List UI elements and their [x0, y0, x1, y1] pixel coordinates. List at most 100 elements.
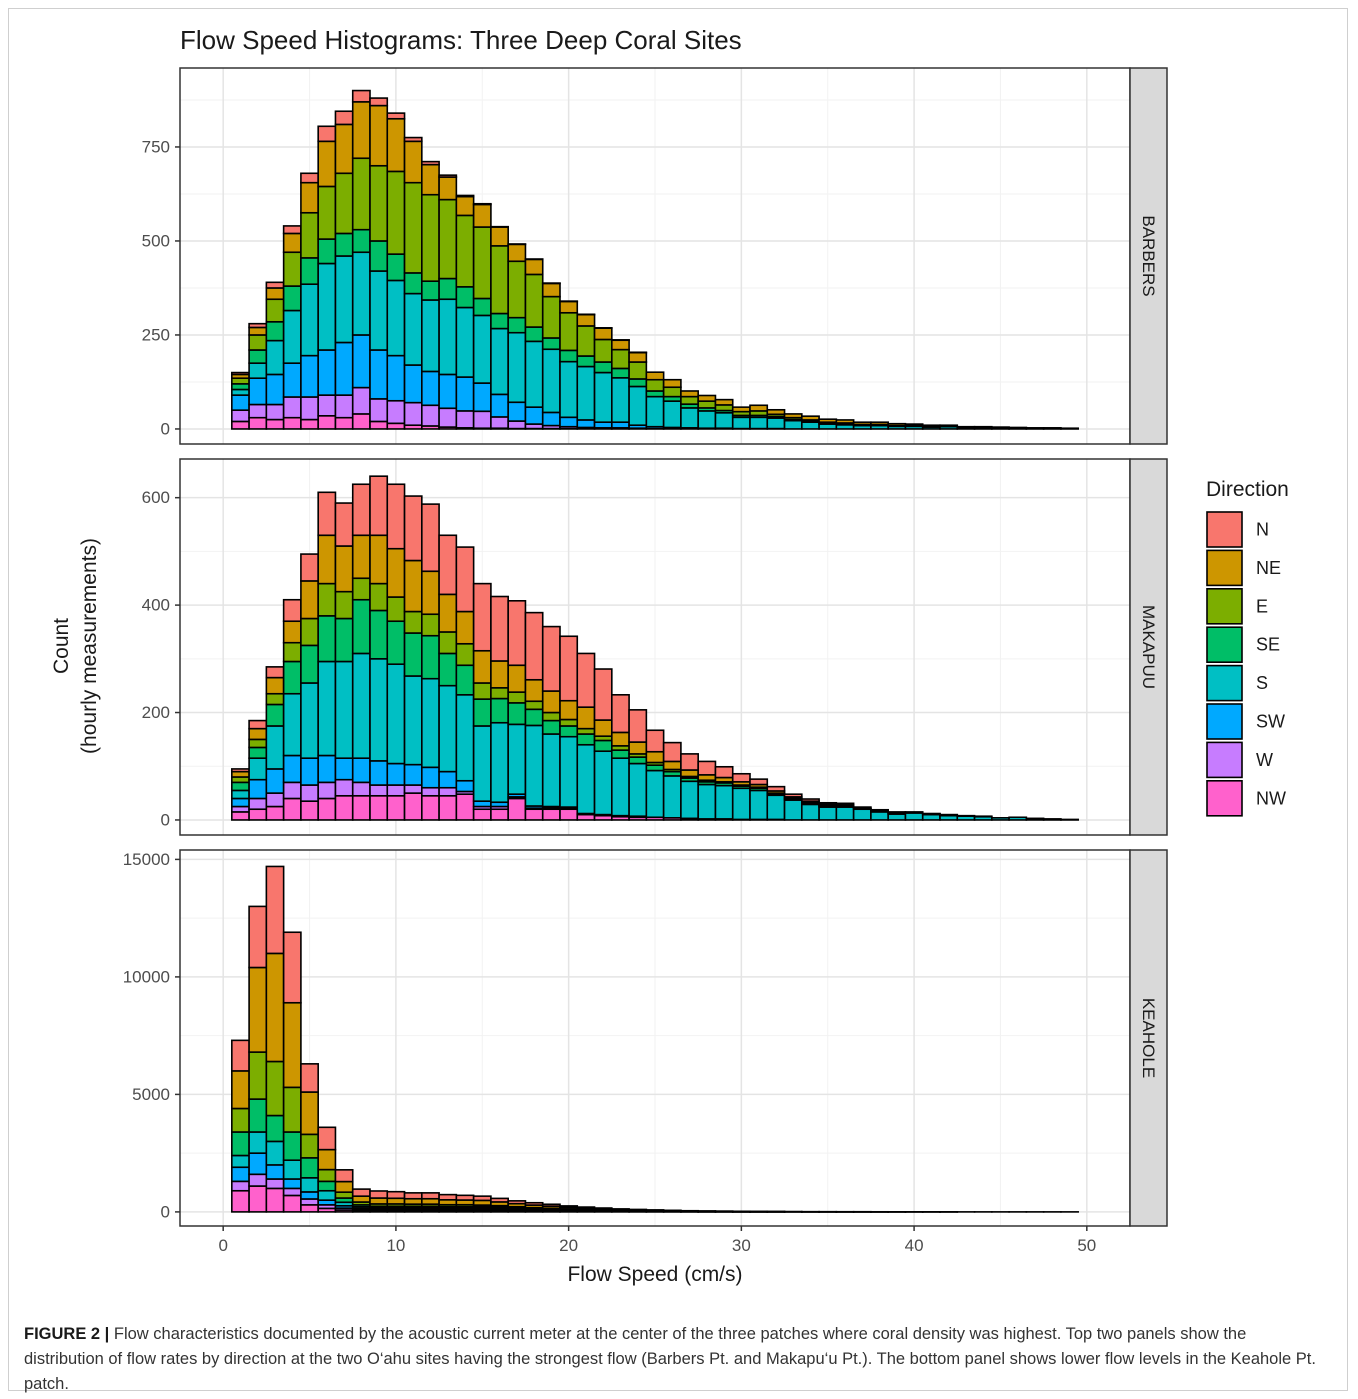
- bar-ne-keahole: [300, 1091, 319, 1136]
- bar-e-makapuu: [386, 596, 406, 623]
- bar-e-barbers: [421, 193, 440, 282]
- bar-n-makapuu: [386, 483, 406, 550]
- bar-nw-keahole: [300, 1204, 319, 1213]
- bar-e-makapuu: [472, 682, 492, 700]
- bar-n-barbers: [455, 194, 475, 198]
- bar-se-makapuu: [490, 697, 509, 724]
- bar-w-makapuu: [421, 786, 440, 797]
- legend-label-w: W: [1256, 750, 1273, 770]
- bar-e-barbers: [248, 334, 268, 351]
- bar-w-barbers: [369, 398, 389, 423]
- bar-w-makapuu: [317, 781, 337, 800]
- bar-s-makapuu: [490, 721, 509, 804]
- bar-ne-keahole: [282, 1001, 302, 1089]
- bar-sw-makapuu: [282, 754, 302, 784]
- bar-sw-barbers: [611, 421, 630, 429]
- figure-frame: [8, 8, 1348, 1391]
- bar-n-barbers: [248, 322, 268, 329]
- bar-s-barbers: [628, 385, 648, 426]
- bar-ne-makapuu: [662, 760, 682, 771]
- bar-nw-makapuu: [490, 808, 509, 821]
- bar-e-barbers: [593, 338, 613, 363]
- bar-ne-barbers: [438, 176, 458, 201]
- bar-n-makapuu: [248, 719, 268, 730]
- bar-n-barbers: [351, 89, 371, 103]
- bar-e-makapuu: [524, 700, 544, 711]
- bar-w-barbers: [317, 394, 337, 417]
- bar-ne-makapuu: [438, 593, 458, 633]
- bar-s-barbers: [490, 327, 509, 396]
- bar-n-barbers: [369, 97, 389, 107]
- bar-se-barbers: [403, 272, 423, 295]
- bar-sw-makapuu: [248, 778, 268, 800]
- bar-e-barbers: [403, 181, 423, 274]
- legend-key-w: [1206, 741, 1243, 779]
- bar-se-makapuu: [351, 598, 371, 655]
- bar-ne-barbers: [835, 419, 855, 424]
- bar-s-barbers: [403, 292, 423, 366]
- bar-s-makapuu: [541, 733, 561, 808]
- bar-se-makapuu: [386, 620, 406, 665]
- bar-n-barbers: [421, 160, 440, 166]
- bar-ne-makapuu: [524, 678, 544, 703]
- bar-s-makapuu: [472, 725, 492, 802]
- bar-ne-barbers: [887, 422, 907, 427]
- bar-e-keahole: [334, 1191, 354, 1199]
- bar-n-barbers: [317, 125, 337, 143]
- bar-s-keahole: [300, 1177, 319, 1193]
- bar-s-barbers: [421, 299, 440, 373]
- legend: Direction N NE E SE S SW W NW: [1206, 478, 1289, 817]
- bar-s-barbers: [611, 377, 630, 423]
- bar-ne-barbers: [593, 327, 613, 341]
- x-tick-label: 50: [1077, 1236, 1096, 1255]
- bar-s-makapuu: [231, 789, 250, 800]
- bar-se-keahole: [317, 1180, 337, 1192]
- bar-sw-makapuu: [265, 768, 285, 794]
- y-tick-label: 0: [161, 1202, 170, 1221]
- bar-w-makapuu: [351, 781, 371, 797]
- bar-se-barbers: [559, 349, 579, 363]
- bar-e-barbers: [611, 348, 630, 370]
- bar-se-barbers: [317, 238, 337, 265]
- bar-n-makapuu: [904, 811, 924, 814]
- bar-e-barbers: [265, 298, 285, 323]
- bar-e-makapuu: [317, 582, 337, 617]
- bar-ne-keahole: [317, 1148, 337, 1171]
- bar-ne-makapuu: [300, 580, 319, 620]
- bar-ne-barbers: [766, 408, 786, 416]
- bar-ne-barbers: [403, 140, 423, 184]
- bar-ne-barbers: [801, 415, 820, 421]
- bar-nw-makapuu: [351, 794, 371, 821]
- bar-nw-makapuu: [386, 794, 406, 821]
- bar-sw-makapuu: [386, 762, 406, 786]
- bar-nw-makapuu: [576, 813, 596, 821]
- bar-sw-barbers: [490, 393, 509, 418]
- bar-n-barbers: [438, 174, 458, 178]
- bar-s-barbers: [351, 251, 371, 336]
- bar-e-makapuu: [248, 738, 268, 749]
- y-axis-label-line-1: Count: [50, 618, 73, 674]
- bar-nw-barbers: [317, 414, 337, 430]
- bar-n-keahole: [421, 1192, 440, 1200]
- bar-s-makapuu: [611, 757, 630, 817]
- x-tick-label: 20: [559, 1236, 578, 1255]
- bar-n-keahole: [541, 1203, 561, 1207]
- bar-e-makapuu: [300, 617, 319, 647]
- y-tick-label: 5000: [132, 1085, 170, 1104]
- y-tick-label: 600: [142, 488, 170, 507]
- bar-s-barbers: [697, 410, 717, 430]
- bar-n-makapuu: [507, 600, 527, 667]
- bar-e-keahole: [282, 1086, 302, 1133]
- bar-ne-makapuu: [576, 706, 596, 730]
- bar-ne-makapuu: [541, 690, 561, 714]
- bar-e-makapuu: [265, 692, 285, 706]
- bar-ne-barbers: [973, 425, 993, 429]
- facet-strip: [1129, 67, 1168, 445]
- facet-strip-label: MAKAPUU: [1139, 605, 1158, 689]
- x-tick-label: 0: [218, 1236, 227, 1255]
- bar-n-keahole: [472, 1195, 492, 1202]
- bar-ne-barbers: [662, 378, 682, 389]
- bar-n-makapuu: [714, 765, 734, 779]
- bar-s-makapuu: [801, 803, 820, 821]
- bar-ne-makapuu: [455, 610, 475, 645]
